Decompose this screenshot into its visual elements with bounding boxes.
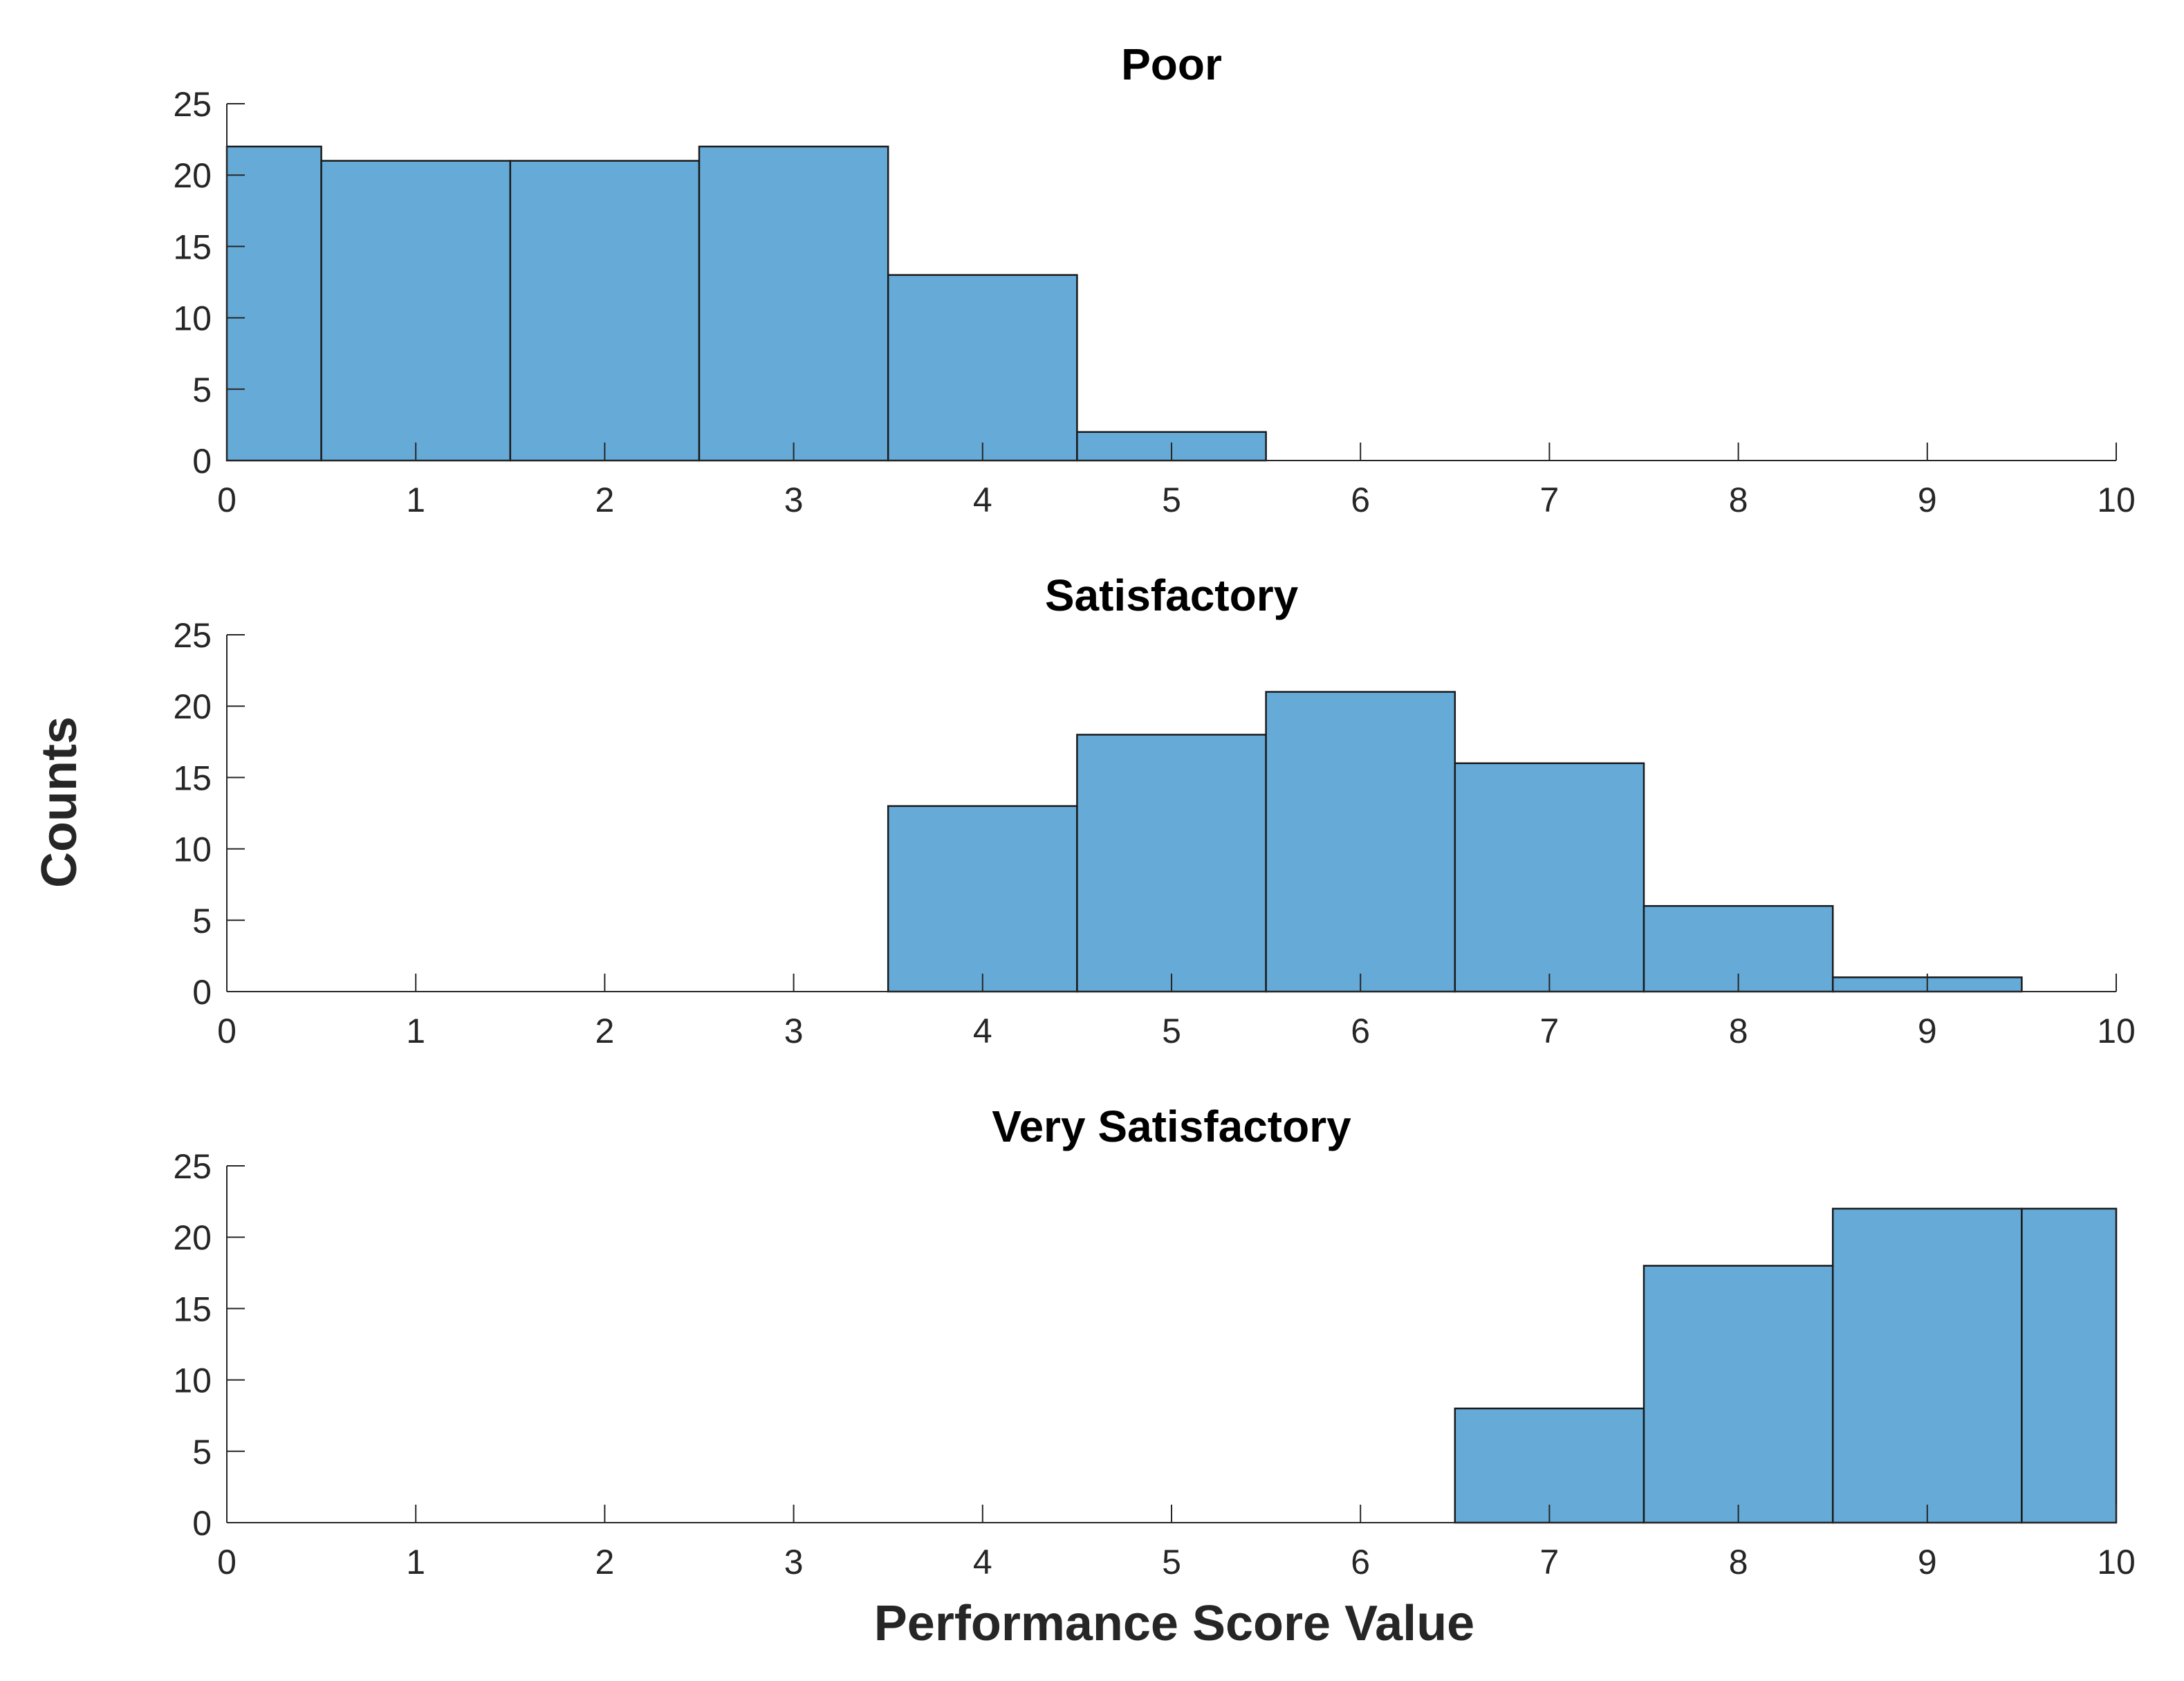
poor-x-tick-label: 6 — [1351, 481, 1370, 519]
poor-y-tick-label: 5 — [192, 371, 212, 409]
satisfactory-title: Satisfactory — [1045, 570, 1299, 620]
poor-x-tick-label: 3 — [784, 481, 804, 519]
poor-x-tick-label: 0 — [217, 481, 237, 519]
satisfactory-x-tick-label: 4 — [973, 1012, 992, 1050]
very-satisfactory-y-tick-label: 15 — [173, 1290, 212, 1328]
very-satisfactory-y-tick-label: 5 — [192, 1433, 212, 1471]
poor-x-tick-label: 7 — [1539, 481, 1559, 519]
satisfactory-x-tick-label: 7 — [1539, 1012, 1559, 1050]
poor-title: Poor — [1121, 39, 1222, 89]
satisfactory-y-tick-label: 20 — [173, 687, 212, 726]
very-satisfactory-y-tick-label: 0 — [192, 1504, 212, 1543]
satisfactory-y-tick-label: 10 — [173, 830, 212, 869]
satisfactory-bar-4 — [887, 805, 1078, 993]
satisfactory-x-tick-label: 8 — [1729, 1012, 1748, 1050]
satisfactory-y-tick-label: 0 — [192, 973, 212, 1012]
very-satisfactory-x-tick-label: 6 — [1351, 1543, 1370, 1581]
poor-x-tick-label: 10 — [2097, 481, 2136, 519]
satisfactory-x-tick-label: 2 — [595, 1012, 614, 1050]
satisfactory-x-tick-label: 1 — [406, 1012, 425, 1050]
very-satisfactory-x-tick-label: 8 — [1729, 1543, 1748, 1581]
very-satisfactory-y-tick-label: 10 — [173, 1362, 212, 1400]
satisfactory-x-tick-label: 10 — [2097, 1012, 2136, 1050]
poor-y-tick-label: 20 — [173, 156, 212, 195]
satisfactory-y-tick-label: 5 — [192, 902, 212, 940]
poor-x-tick-label: 8 — [1729, 481, 1748, 519]
very-satisfactory-title: Very Satisfactory — [992, 1102, 1351, 1151]
poor-bar-4 — [887, 274, 1078, 462]
satisfactory-y-tick-label: 15 — [173, 759, 212, 797]
satisfactory-x-tick-label: 9 — [1918, 1012, 1937, 1050]
poor-bar-0 — [225, 145, 322, 462]
satisfactory-x-tick-label: 5 — [1162, 1012, 1181, 1050]
y-axis-label: Counts — [32, 716, 87, 888]
poor-x-tick-label: 2 — [595, 481, 614, 519]
very-satisfactory-bar-10 — [2021, 1207, 2118, 1524]
very-satisfactory-x-tick-label: 2 — [595, 1543, 614, 1581]
very-satisfactory-x-tick-label: 4 — [973, 1543, 992, 1581]
x-axis-label: Performance Score Value — [874, 1596, 1474, 1651]
poor-x-tick-label: 4 — [973, 481, 992, 519]
very-satisfactory-bar-9 — [1831, 1207, 2023, 1524]
poor-y-tick-label: 0 — [192, 442, 212, 481]
poor-x-tick-label: 1 — [406, 481, 425, 519]
satisfactory-bar-7 — [1454, 762, 1645, 993]
very-satisfactory-x-tick-label: 1 — [406, 1543, 425, 1581]
satisfactory-x-tick-label: 0 — [217, 1012, 237, 1050]
poor-bar-1 — [320, 160, 512, 462]
very-satisfactory-x-tick-label: 0 — [217, 1543, 237, 1581]
very-satisfactory-x-tick-label: 9 — [1918, 1543, 1937, 1581]
poor-x-tick-label: 9 — [1918, 481, 1937, 519]
very-satisfactory-x-tick-label: 7 — [1539, 1543, 1559, 1581]
poor-x-tick-label: 5 — [1162, 481, 1181, 519]
panel-very-satisfactory: Very Satisfactory 0 1 2 3 4 5 6 7 8 9 10 0 5 10 15 20 25 — [173, 1102, 2135, 1581]
very-satisfactory-bar-8 — [1642, 1265, 1834, 1524]
poor-bar-2 — [509, 160, 701, 462]
very-satisfactory-x-tick-label: 5 — [1162, 1543, 1181, 1581]
very-satisfactory-y-tick-label: 20 — [173, 1218, 212, 1257]
poor-y-tick-label: 10 — [173, 299, 212, 338]
poor-bar-3 — [698, 145, 889, 462]
satisfactory-x-tick-label: 6 — [1351, 1012, 1370, 1050]
satisfactory-bar-6 — [1265, 691, 1456, 993]
very-satisfactory-x-tick-label: 10 — [2097, 1543, 2136, 1581]
very-satisfactory-x-tick-label: 3 — [784, 1543, 804, 1581]
very-satisfactory-y-tick-label: 25 — [173, 1147, 212, 1186]
satisfactory-bar-5 — [1076, 734, 1267, 993]
poor-y-tick-label: 25 — [173, 85, 212, 124]
satisfactory-x-tick-label: 3 — [784, 1012, 804, 1050]
panel-poor: Poor 0 1 2 3 4 5 6 7 8 9 10 0 5 10 15 20 25 — [173, 39, 2135, 519]
satisfactory-y-tick-label: 25 — [173, 616, 212, 655]
panel-satisfactory: Satisfactory 0 1 2 3 4 5 6 7 8 9 10 0 5 10 15 20 25 — [173, 570, 2135, 1050]
poor-y-tick-label: 15 — [173, 227, 212, 266]
very-satisfactory-bar-7 — [1454, 1407, 1645, 1524]
